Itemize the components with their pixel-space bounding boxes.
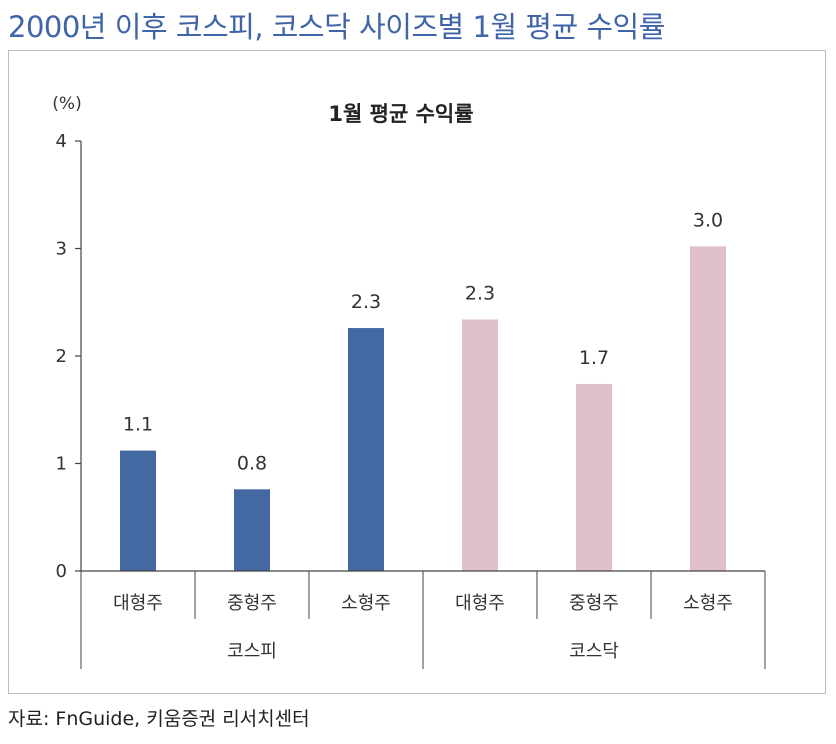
bar-value-label: 0.8 xyxy=(237,452,267,474)
x-tick-label: 소형주 xyxy=(341,593,391,614)
y-tick-label: 2 xyxy=(56,346,67,367)
y-tick-label: 4 xyxy=(56,131,67,152)
bar-value-label: 1.1 xyxy=(123,414,153,436)
y-axis-label: (%) xyxy=(52,94,81,114)
bar-chart: 1월 평균 수익률 (%) 0 1 2 3 4 1.1 0.8 2.3 2.3 1.7 3.0 대… xyxy=(52,94,766,669)
bar-value-label: 2.3 xyxy=(351,291,381,313)
page-title: 2000년 이후 코스피, 코스닥 사이즈별 1월 평균 수익률 xyxy=(8,10,665,44)
x-tick-label: 대형주 xyxy=(455,593,505,614)
bar xyxy=(120,450,156,571)
bar xyxy=(234,489,270,571)
bar-value-label: 1.7 xyxy=(579,347,609,369)
y-axis: 0 1 2 3 4 xyxy=(56,131,82,582)
source-note: 자료: FnGuide, 키움증권 리서치센터 xyxy=(8,708,310,730)
bar-value-label: 2.3 xyxy=(465,282,495,304)
bars: 1.1 0.8 2.3 2.3 1.7 3.0 xyxy=(120,209,726,571)
y-tick-label: 1 xyxy=(56,454,67,475)
chart-frame: 1월 평균 수익률 (%) 0 1 2 3 4 1.1 0.8 2.3 2.3 1.7 3.0 대… xyxy=(8,50,826,694)
x-tick-label: 중형주 xyxy=(569,593,619,614)
x-tick-label: 대형주 xyxy=(113,593,163,614)
y-tick-label: 0 xyxy=(56,561,67,582)
x-group-label: 코스닥 xyxy=(569,641,619,662)
x-tick-label: 소형주 xyxy=(683,593,733,614)
bar xyxy=(576,383,612,571)
bar xyxy=(348,328,384,571)
bar xyxy=(462,319,498,571)
bar-value-label: 3.0 xyxy=(693,209,723,231)
chart-title: 1월 평균 수익률 xyxy=(328,102,473,126)
x-tick-label: 중형주 xyxy=(227,593,277,614)
y-tick-label: 3 xyxy=(56,239,67,260)
bar xyxy=(690,246,726,571)
x-group-label: 코스피 xyxy=(227,641,277,662)
